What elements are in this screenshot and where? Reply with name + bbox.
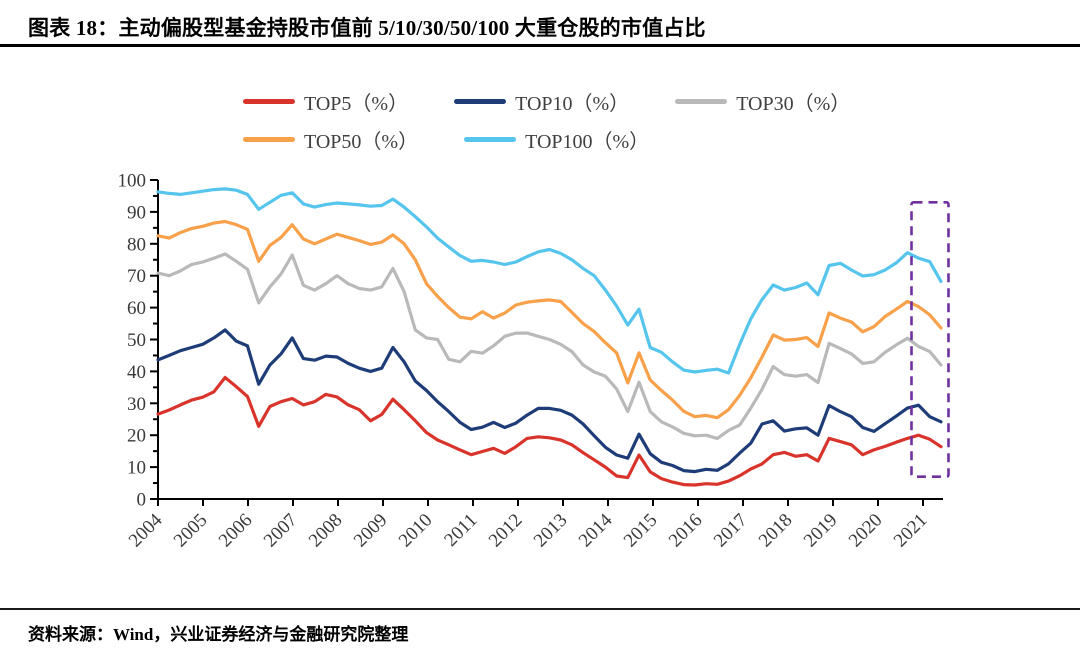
svg-text:2021: 2021 — [890, 510, 932, 552]
svg-text:2011: 2011 — [440, 510, 481, 551]
legend-row-1: TOP5（%） TOP10（%） TOP30（%） — [243, 82, 896, 120]
legend-label-top5: TOP5（%） — [304, 92, 409, 115]
svg-text:2005: 2005 — [170, 510, 212, 552]
svg-text:2004: 2004 — [125, 509, 167, 551]
title-divider — [0, 44, 1080, 47]
legend-row-2: TOP50（%） TOP100（%） — [243, 120, 896, 158]
legend-item-top5: TOP5（%） — [243, 87, 408, 116]
svg-text:2009: 2009 — [350, 510, 392, 552]
svg-text:2017: 2017 — [710, 510, 752, 552]
svg-text:2015: 2015 — [620, 510, 662, 552]
chart-legend: TOP5（%） TOP10（%） TOP30（%） TOP50（%） TOP10… — [243, 82, 896, 158]
svg-text:2006: 2006 — [215, 510, 257, 552]
figure-title: 图表 18：主动偏股型基金持股市值前 5/10/30/50/100 大重仓股的市… — [28, 16, 706, 40]
svg-text:40: 40 — [127, 362, 146, 383]
svg-text:2013: 2013 — [530, 510, 572, 552]
legend-item-top100: TOP100（%） — [464, 125, 649, 154]
svg-text:30: 30 — [127, 394, 146, 415]
svg-text:90: 90 — [127, 202, 146, 223]
legend-item-top10: TOP10（%） — [454, 87, 629, 116]
svg-text:60: 60 — [127, 298, 146, 319]
top50-line-swatch-icon — [243, 136, 295, 142]
legend-label-top10: TOP10（%） — [515, 92, 630, 115]
svg-text:2010: 2010 — [395, 510, 437, 552]
svg-text:2014: 2014 — [575, 509, 617, 551]
svg-text:2008: 2008 — [305, 510, 347, 552]
svg-text:2007: 2007 — [260, 510, 302, 552]
svg-text:2018: 2018 — [755, 510, 797, 552]
svg-text:2012: 2012 — [485, 510, 527, 552]
top10-line-swatch-icon — [454, 98, 507, 104]
source-note: 资料来源：Wind，兴业证券经济与金融研究院整理 — [28, 625, 409, 644]
svg-text:100: 100 — [118, 171, 147, 192]
svg-text:80: 80 — [127, 234, 146, 255]
legend-label-top50: TOP50（%） — [304, 130, 419, 153]
svg-text:10: 10 — [127, 458, 146, 479]
legend-item-top50: TOP50（%） — [243, 125, 418, 154]
svg-text:20: 20 — [127, 426, 146, 447]
svg-text:70: 70 — [127, 266, 146, 287]
svg-text:0: 0 — [137, 490, 147, 511]
legend-label-top100: TOP100（%） — [525, 130, 650, 153]
legend-item-top30: TOP30（%） — [675, 87, 850, 116]
svg-text:2020: 2020 — [845, 510, 887, 552]
source-divider — [0, 608, 1080, 610]
svg-text:2016: 2016 — [665, 510, 707, 552]
svg-text:2019: 2019 — [800, 510, 842, 552]
top100-line-swatch-icon — [464, 136, 517, 142]
top30-line-swatch-icon — [675, 98, 728, 104]
top5-line-swatch-icon — [243, 98, 295, 104]
svg-text:50: 50 — [127, 330, 146, 351]
legend-label-top30: TOP30（%） — [736, 92, 851, 115]
